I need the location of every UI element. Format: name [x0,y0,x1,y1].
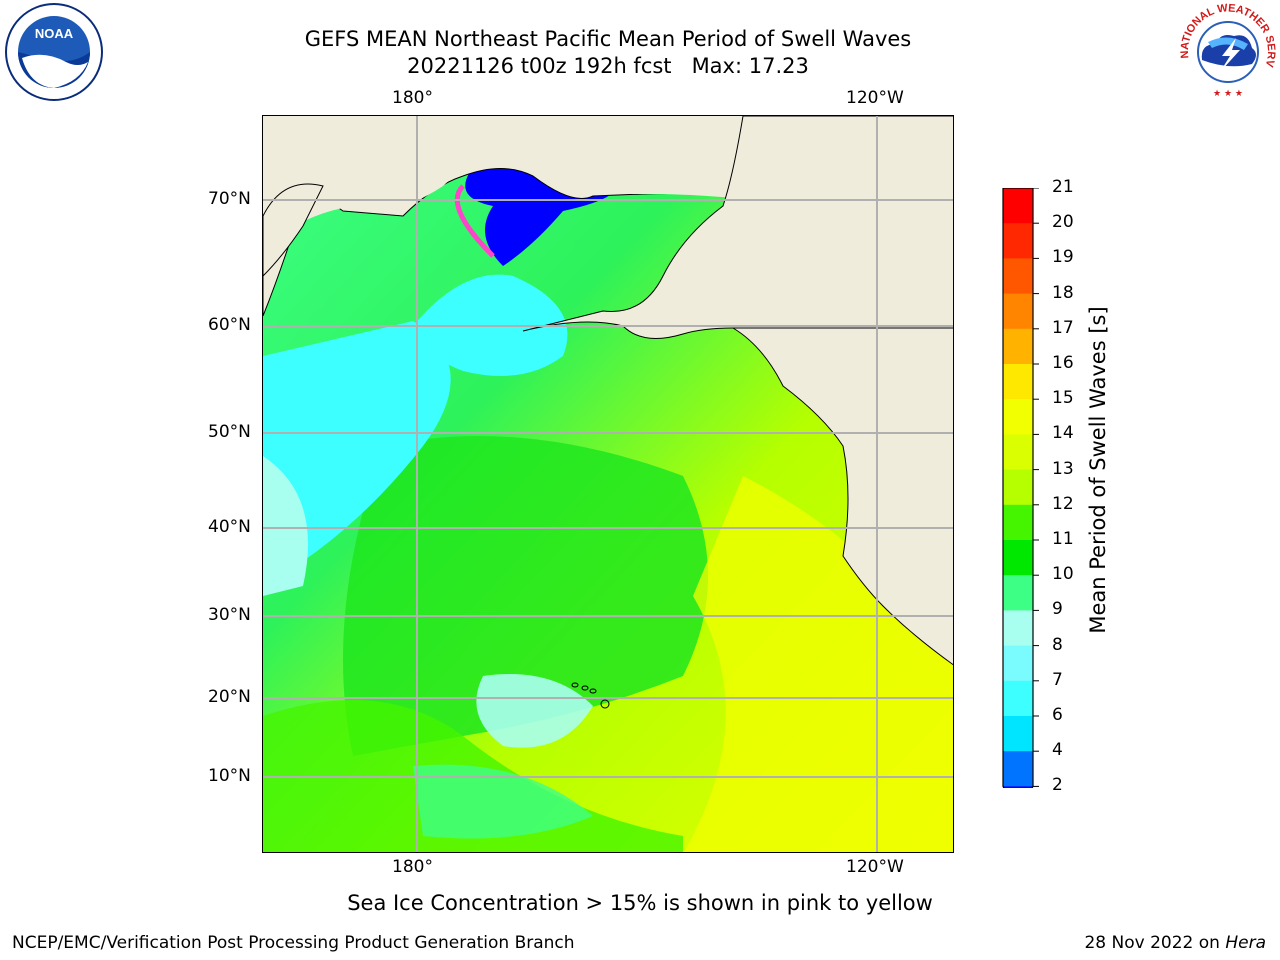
colorbar-box [1003,645,1033,682]
land-siberia [263,183,324,277]
colorbar-tick-label: 4 [1052,740,1063,761]
colorbar-tick-label: 8 [1052,634,1063,655]
swell-zone-7s [263,321,451,586]
map-panel [262,115,954,853]
svg-text:★ ★ ★: ★ ★ ★ [1213,89,1243,99]
colorbar-outline [1002,188,1034,788]
swell-zone-11s [343,436,708,756]
colorbar-tick-label: 13 [1052,458,1074,479]
colorbar-box [1003,680,1033,717]
lat-label-20n: 20°N [208,687,251,707]
swell-zone-14s [684,476,953,852]
hawaii-islands [571,682,610,709]
colorbar-tick-label: 19 [1052,247,1074,268]
noaa-logo: NOAA [4,2,104,106]
lon-label-top-120w: 120°W [846,88,904,108]
colorbar-box [1003,293,1033,330]
chart-subtitle: 20221126 t00z 192h fcst Max: 17.23 [407,54,809,78]
colorbar-box [1003,434,1033,471]
swell-zone-9s [476,674,593,748]
lat-label-60n: 60°N [208,315,251,335]
colorbar-tick-label: 7 [1052,669,1063,690]
colorbar-box [1003,540,1033,576]
colorbar-box [1003,610,1033,647]
lat-label-10n: 10°N [208,766,251,786]
noaa-logo-text: NOAA [35,26,74,41]
colorbar-box [1003,716,1033,752]
colorbar-tick-label: 12 [1052,493,1074,514]
colorbar-box [1003,223,1033,259]
colorbar-box [1003,751,1033,787]
colorbar-box [1003,258,1033,295]
colorbar-tick-label: 11 [1052,529,1074,549]
lat-label-70n: 70°N [208,189,251,209]
colorbar-extend-triangle [1003,786,1033,788]
colorbar-tick-label: 20 [1052,212,1074,233]
colorbar-tick-label: 6 [1052,705,1063,725]
date-text: 28 Nov 2022 on Hera [1084,933,1266,953]
land-north-america [731,327,953,666]
credit-text: NCEP/EMC/Verification Post Processing Pr… [12,933,575,953]
colorbar-tick-label: 21 [1052,177,1074,197]
colorbar-tick-label: 18 [1052,282,1074,303]
lon-label-bottom-180: 180° [392,857,433,877]
colorbar [1002,188,1039,788]
nws-logo: NATIONAL WEATHER SERVICE NATIONAL WEATHE… [1174,0,1278,106]
colorbar-box [1003,328,1033,365]
lon-label-top-180: 180° [392,88,433,108]
lat-label-30n: 30°N [208,605,251,625]
colorbar-tick-label: 15 [1052,388,1074,409]
lat-label-40n: 40°N [208,517,251,537]
colorbar-box [1003,575,1033,611]
colorbar-tick-label: 2 [1052,775,1063,796]
map-svg [263,116,953,852]
chart-title: GEFS MEAN Northeast Pacific Mean Period … [304,27,912,51]
colorbar-box [1003,188,1033,224]
colorbar-tick-label: 9 [1052,599,1063,620]
colorbar-tick-label: 14 [1052,423,1074,444]
colorbar-box [1003,504,1033,541]
colorbar-box [1003,399,1033,435]
lon-label-bottom-120w: 120°W [846,857,904,877]
date-prefix: 28 Nov 2022 on [1084,933,1226,953]
sea-ice-note: Sea Ice Concentration > 15% is shown in … [347,891,933,915]
colorbar-box [1003,469,1033,506]
colorbar-tick-label: 17 [1052,317,1074,338]
colorbar-title: Mean Period of Swell Waves [s] [1086,306,1110,634]
colorbar-tick-label: 10 [1052,564,1074,585]
colorbar-tick-label: 16 [1052,353,1074,373]
map-gridlines [263,116,953,852]
colorbar-box [1003,364,1033,400]
date-host: Hera [1225,933,1266,953]
lat-label-50n: 50°N [208,422,251,442]
